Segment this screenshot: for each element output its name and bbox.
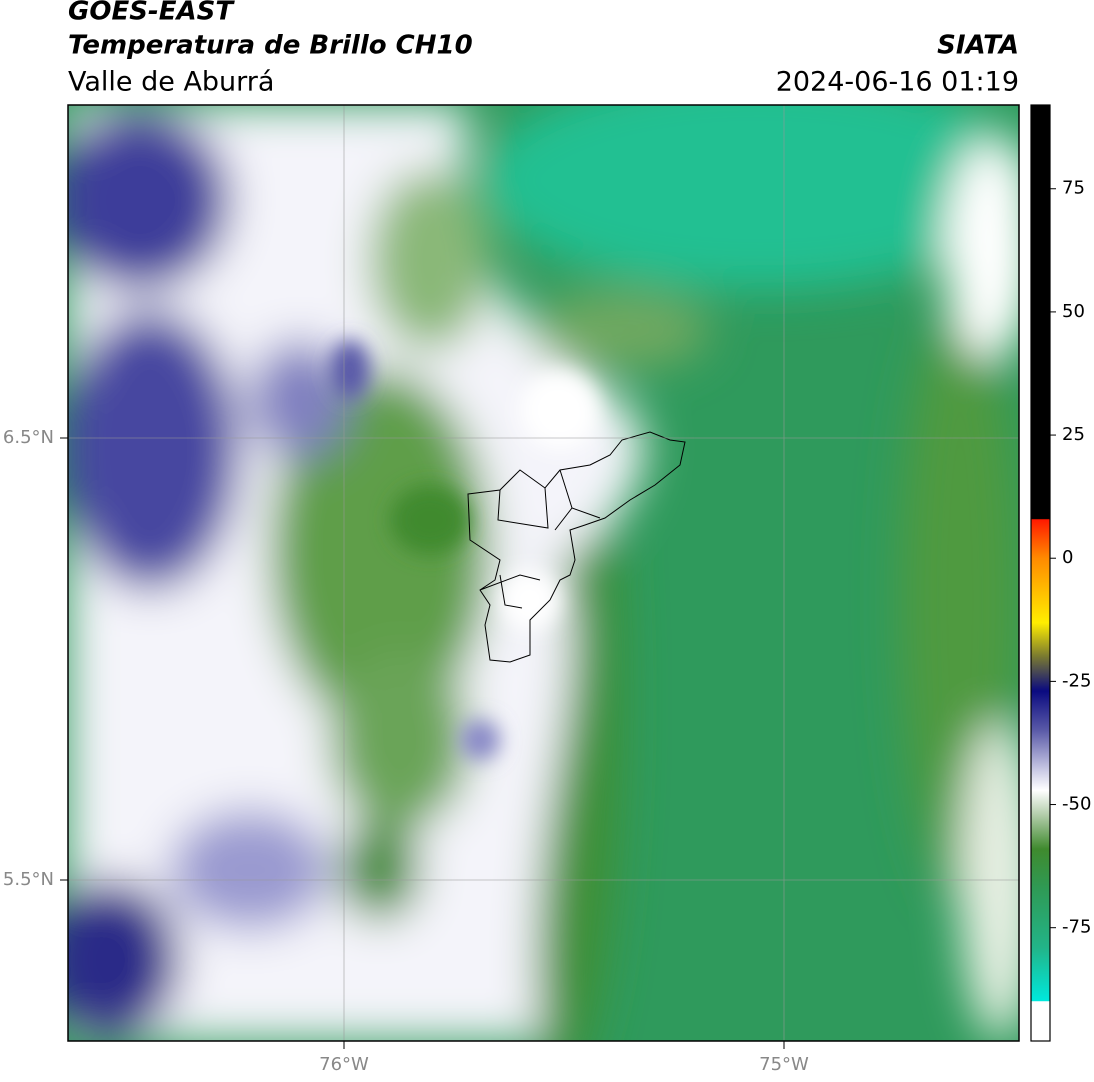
map-image (68, 105, 1019, 1041)
colorbar-tick-label: 75 (1062, 178, 1085, 199)
colorbar (1030, 104, 1051, 1042)
lat-label: 6.5°N (3, 427, 54, 448)
region: Valle de Aburrá (68, 67, 274, 98)
colorbar-tick-label: -75 (1062, 917, 1091, 938)
colorbar-ticks: 75 50 25 0 -25 -50 -75 (1050, 178, 1091, 938)
source: SIATA (937, 31, 1019, 61)
lat-label: 5.5°N (3, 869, 54, 890)
colorbar-tick-label: -50 (1062, 794, 1091, 815)
title: GOES-EAST (68, 0, 235, 27)
lon-label: 76°W (319, 1054, 369, 1075)
colorbar-tick-label: 0 (1062, 547, 1073, 568)
colorbar-tick-label: 25 (1062, 424, 1085, 445)
map-frame (67, 104, 1020, 1042)
subtitle: Temperatura de Brillo CH10 (68, 31, 473, 61)
colorbar-tick-label: -25 (1062, 670, 1091, 691)
lon-label: 75°W (759, 1054, 809, 1075)
graticule (68, 105, 1019, 1041)
colorbar-tick-label: 50 (1062, 301, 1085, 322)
datetime: 2024-06-16 01:19 (776, 67, 1019, 98)
